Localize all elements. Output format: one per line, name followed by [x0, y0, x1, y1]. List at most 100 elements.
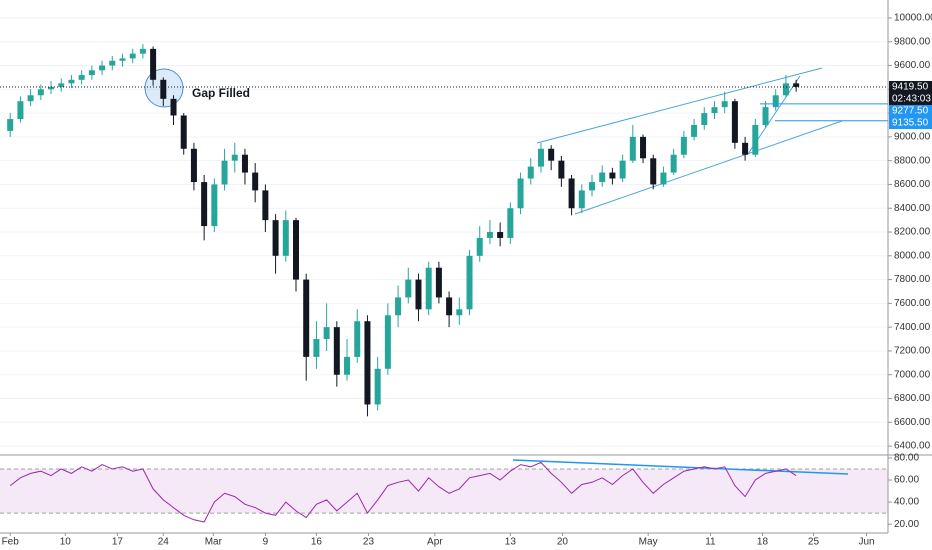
candle-body: [7, 119, 14, 131]
x-tick-label: Mar: [205, 537, 223, 548]
y-tick-label: 8400.00: [894, 203, 931, 214]
candle-body: [282, 220, 289, 256]
y-tick-label: 6600.00: [894, 417, 931, 428]
y-tick-label: 10000.00: [894, 13, 932, 24]
last-price-label: 9419.50: [892, 82, 929, 93]
candle-body: [150, 48, 157, 80]
annotation: Gap Filled: [192, 86, 250, 100]
x-tick-label: May: [639, 537, 658, 548]
x-tick-label: 18: [757, 537, 769, 548]
candle-body: [119, 58, 126, 61]
y-tick-label: 7200.00: [894, 346, 931, 357]
y-tick-label: 9800.00: [894, 36, 931, 47]
candle-body: [517, 178, 524, 209]
candle-body: [731, 101, 738, 143]
candle-body: [201, 182, 208, 227]
candle-body: [670, 154, 677, 173]
candle-body: [211, 184, 218, 227]
candle-body: [609, 172, 616, 179]
x-tick-label: 20: [557, 537, 569, 548]
candle-body: [109, 60, 116, 66]
candle-body: [772, 95, 779, 108]
candle-body: [88, 70, 95, 76]
candle-body: [425, 267, 432, 310]
candle-body: [446, 297, 453, 316]
candle-body: [742, 142, 749, 155]
candle-body: [241, 154, 248, 173]
x-tick-label: Feb: [2, 537, 20, 548]
candle-body: [364, 321, 371, 405]
candle-body: [252, 172, 259, 191]
candle-body: [466, 255, 473, 310]
candle-body: [160, 79, 167, 99]
candle-body: [272, 220, 279, 256]
channel-upper: [536, 67, 823, 144]
y-tick-label: 8800.00: [894, 155, 931, 166]
candle-body: [139, 48, 146, 54]
candle-body: [99, 65, 106, 71]
candle-body: [221, 160, 228, 185]
x-tick-label: 23: [363, 537, 375, 548]
candle-body: [660, 172, 667, 185]
candle-body: [752, 124, 759, 155]
candle-body: [384, 315, 391, 369]
y-tick-label: 9000.00: [894, 132, 931, 143]
y-tick-label: 6400.00: [894, 441, 931, 452]
x-tick-label: 17: [112, 537, 124, 548]
y-tick-label: 60.00: [894, 475, 919, 486]
candle-body: [650, 158, 657, 185]
candle-body: [68, 79, 75, 84]
candle-body: [344, 356, 351, 375]
y-tick-label: 80.00: [894, 453, 919, 464]
candle-body: [537, 148, 544, 167]
candle-body: [27, 95, 34, 102]
candle-body: [486, 232, 493, 238]
y-tick-label: 7600.00: [894, 298, 931, 309]
candle-body: [762, 107, 769, 125]
candle-body: [78, 75, 85, 80]
level-box: [889, 104, 932, 117]
candle-body: [527, 166, 534, 179]
x-tick-label: 13: [505, 537, 517, 548]
x-tick-label: 25: [808, 537, 820, 548]
candle-body: [558, 160, 565, 179]
candle-body: [333, 327, 340, 375]
channel-lower: [574, 120, 843, 215]
candle-body: [58, 83, 65, 87]
candle-body: [691, 124, 698, 137]
candle-body: [456, 309, 463, 316]
candle-body: [415, 279, 422, 310]
x-tick-label: Apr: [427, 537, 443, 548]
candle-body: [507, 208, 514, 238]
candle-body: [395, 297, 402, 316]
level-box: [889, 116, 932, 129]
y-tick-label: 6800.00: [894, 393, 931, 404]
y-tick-label: 20.00: [894, 519, 919, 530]
countdown-box: [889, 92, 932, 105]
x-tick-label: 10: [60, 537, 72, 548]
candle-body: [190, 148, 197, 183]
marks: [0, 44, 888, 523]
candle-body: [231, 154, 238, 161]
candle-body: [313, 339, 320, 357]
x-tick-label: Jun: [859, 537, 875, 548]
x-tick-label: 11: [705, 537, 716, 548]
candle-body: [701, 113, 708, 125]
candle-body: [640, 136, 647, 159]
candle-body: [793, 83, 800, 87]
y-tick-label: 7000.00: [894, 369, 931, 380]
candle-body: [170, 98, 177, 116]
candle-body: [323, 327, 330, 340]
y-tick-label: 8200.00: [894, 227, 931, 238]
rsi-line: [9, 461, 797, 523]
candle-body: [180, 115, 187, 149]
candle-body: [497, 232, 504, 238]
candle-body: [48, 86, 55, 90]
countdown: 02:43:03: [892, 94, 931, 105]
candle-body: [17, 101, 24, 120]
candle-body: [548, 148, 555, 161]
candle-body: [568, 178, 575, 209]
level-label: 9135.50: [892, 118, 929, 129]
